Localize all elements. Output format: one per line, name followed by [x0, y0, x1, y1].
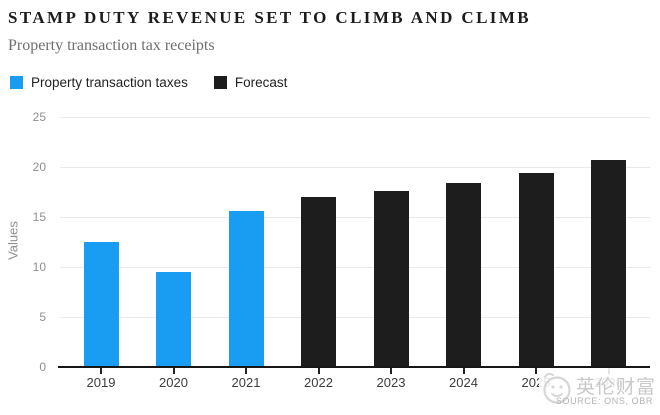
bar-2022	[301, 197, 336, 367]
legend-swatch-blue-icon	[10, 76, 23, 89]
watermark-source-text: SOURCE: ONS, OBR	[555, 396, 653, 406]
whale-logo-icon	[543, 372, 571, 404]
page-title: STAMP DUTY REVENUE SET TO CLIMB AND CLIM…	[8, 8, 532, 27]
legend-label: Property transaction taxes	[31, 75, 188, 90]
y-tick-label-15: 15	[32, 210, 46, 224]
x-tick-label-2020: 2020	[159, 375, 188, 390]
x-tick-label-2024: 2024	[449, 375, 478, 390]
x-tick-2023	[390, 368, 392, 374]
y-tick-label-5: 5	[39, 310, 46, 324]
y-tick-label-20: 20	[32, 160, 46, 174]
legend-item-property-transaction-taxes: Property transaction taxes	[10, 75, 188, 90]
y-tick-label-10: 10	[32, 260, 46, 274]
bar-2020	[156, 272, 191, 367]
watermark: 英伦财富 SOURCE: ONS, OBR	[539, 368, 657, 412]
bar-2021	[228, 211, 264, 367]
gridline-y-20	[60, 167, 650, 168]
x-tick-label-2021: 2021	[231, 375, 261, 390]
bar-2026	[591, 160, 626, 367]
gridline-y-25	[60, 117, 650, 118]
x-tick-2022	[317, 368, 320, 374]
x-tick-label-2019: 2019	[86, 375, 116, 390]
x-tick-2024	[462, 368, 465, 374]
x-tick-2021	[245, 368, 247, 374]
gridline-y-10	[60, 267, 650, 268]
x-tick-2020	[172, 368, 175, 374]
y-tick-label-0: 0	[39, 360, 46, 374]
gridline-y-5	[60, 317, 650, 318]
bar-2023	[373, 191, 409, 367]
bar-2025	[518, 173, 554, 367]
legend-swatch-black-icon	[213, 76, 227, 89]
gridline-y-15	[60, 217, 650, 218]
x-tick-label-2022: 2022	[304, 375, 333, 390]
bar-2024	[446, 183, 481, 367]
x-axis-line	[58, 366, 650, 368]
x-tick-2019	[100, 368, 102, 374]
x-tick-2025	[535, 368, 537, 374]
legend: Property transaction taxes Forecast	[10, 75, 287, 90]
y-tick-label-25: 25	[32, 110, 46, 124]
page-subtitle: Property transaction tax receipts	[8, 37, 215, 54]
legend-item-forecast: Forecast	[213, 75, 288, 90]
bar-2019	[83, 242, 119, 367]
legend-label: Forecast	[234, 75, 288, 90]
x-tick-label-2023: 2023	[376, 375, 406, 390]
watermark-brand-text: 英伦财富	[576, 377, 657, 398]
